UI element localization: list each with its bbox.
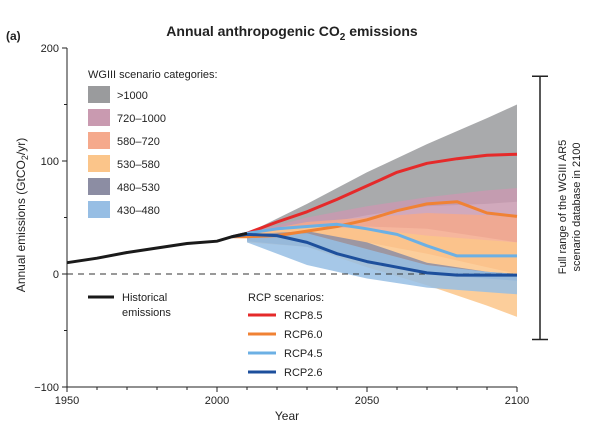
historical-legend-label-2: emissions	[122, 307, 171, 319]
rcp-label-1: RCP6.0	[284, 329, 323, 341]
rcp-lines	[231, 152, 518, 277]
category-swatch-1	[88, 109, 110, 126]
y-tick-label-0: −100	[34, 382, 59, 394]
historical-legend: Historical emissions	[88, 292, 171, 319]
category-swatch-4	[88, 178, 110, 195]
y-ticks: −100 0 100 200	[34, 43, 67, 394]
x-tick-label-2100: 2100	[505, 395, 529, 407]
series-line-rcp85	[231, 152, 518, 239]
series-line-rcp45	[231, 222, 517, 258]
category-swatch-2	[88, 132, 110, 149]
y-tick-label-3: 200	[41, 43, 59, 55]
category-swatch-5	[88, 201, 110, 218]
rcp-label-2: RCP4.5	[284, 348, 323, 360]
rcp-label-3: RCP2.6	[284, 367, 323, 379]
category-swatch-0	[88, 86, 110, 103]
range-bracket-line	[532, 75, 548, 341]
category-label-1: 720–1000	[117, 113, 166, 125]
rcp-legend: RCP scenarios: RCP8.5 RCP6.0 RCP4.5 RCP2.6	[248, 292, 324, 379]
rcp-label-0: RCP8.5	[284, 310, 323, 322]
panel-label: (a)	[6, 29, 21, 43]
x-ticks: 1950 2000 2050 2100	[55, 387, 529, 407]
rcp-legend-title: RCP scenarios:	[248, 292, 324, 304]
historical-legend-label-1: Historical	[122, 292, 167, 304]
y-tick-label-1: 0	[53, 269, 59, 281]
x-tick-label-2050: 2050	[355, 395, 379, 407]
y-tick-label-2: 100	[41, 156, 59, 168]
range-label-2: scenario database in 2100	[571, 142, 583, 271]
y-axis-label: Annual emissions (GtCO2/yr)	[14, 138, 30, 292]
category-label-3: 530–580	[117, 159, 160, 171]
range-label-1: Full range of the WGIII AR5	[557, 140, 569, 275]
x-tick-label-1950: 1950	[55, 395, 79, 407]
x-axis-label: Year	[275, 409, 299, 423]
scenario-bands	[247, 104, 517, 317]
historical-line	[66, 231, 248, 265]
category-swatch-3	[88, 155, 110, 172]
category-label-5: 430–480	[117, 205, 160, 217]
chart-title: Annual anthropogenic CO2 emissions	[166, 23, 418, 43]
category-legend: WGIII scenario categories: >1000 720–1000…	[88, 69, 218, 218]
category-legend-title: WGIII scenario categories:	[88, 69, 218, 81]
category-label-0: >1000	[117, 90, 148, 102]
range-bracket: Full range of the WGIII AR5 scenario dat…	[532, 75, 583, 341]
category-label-4: 480–530	[117, 182, 160, 194]
series-line-rcp26	[231, 232, 517, 277]
category-label-2: 580–720	[117, 136, 160, 148]
x-tick-label-2000: 2000	[205, 395, 229, 407]
